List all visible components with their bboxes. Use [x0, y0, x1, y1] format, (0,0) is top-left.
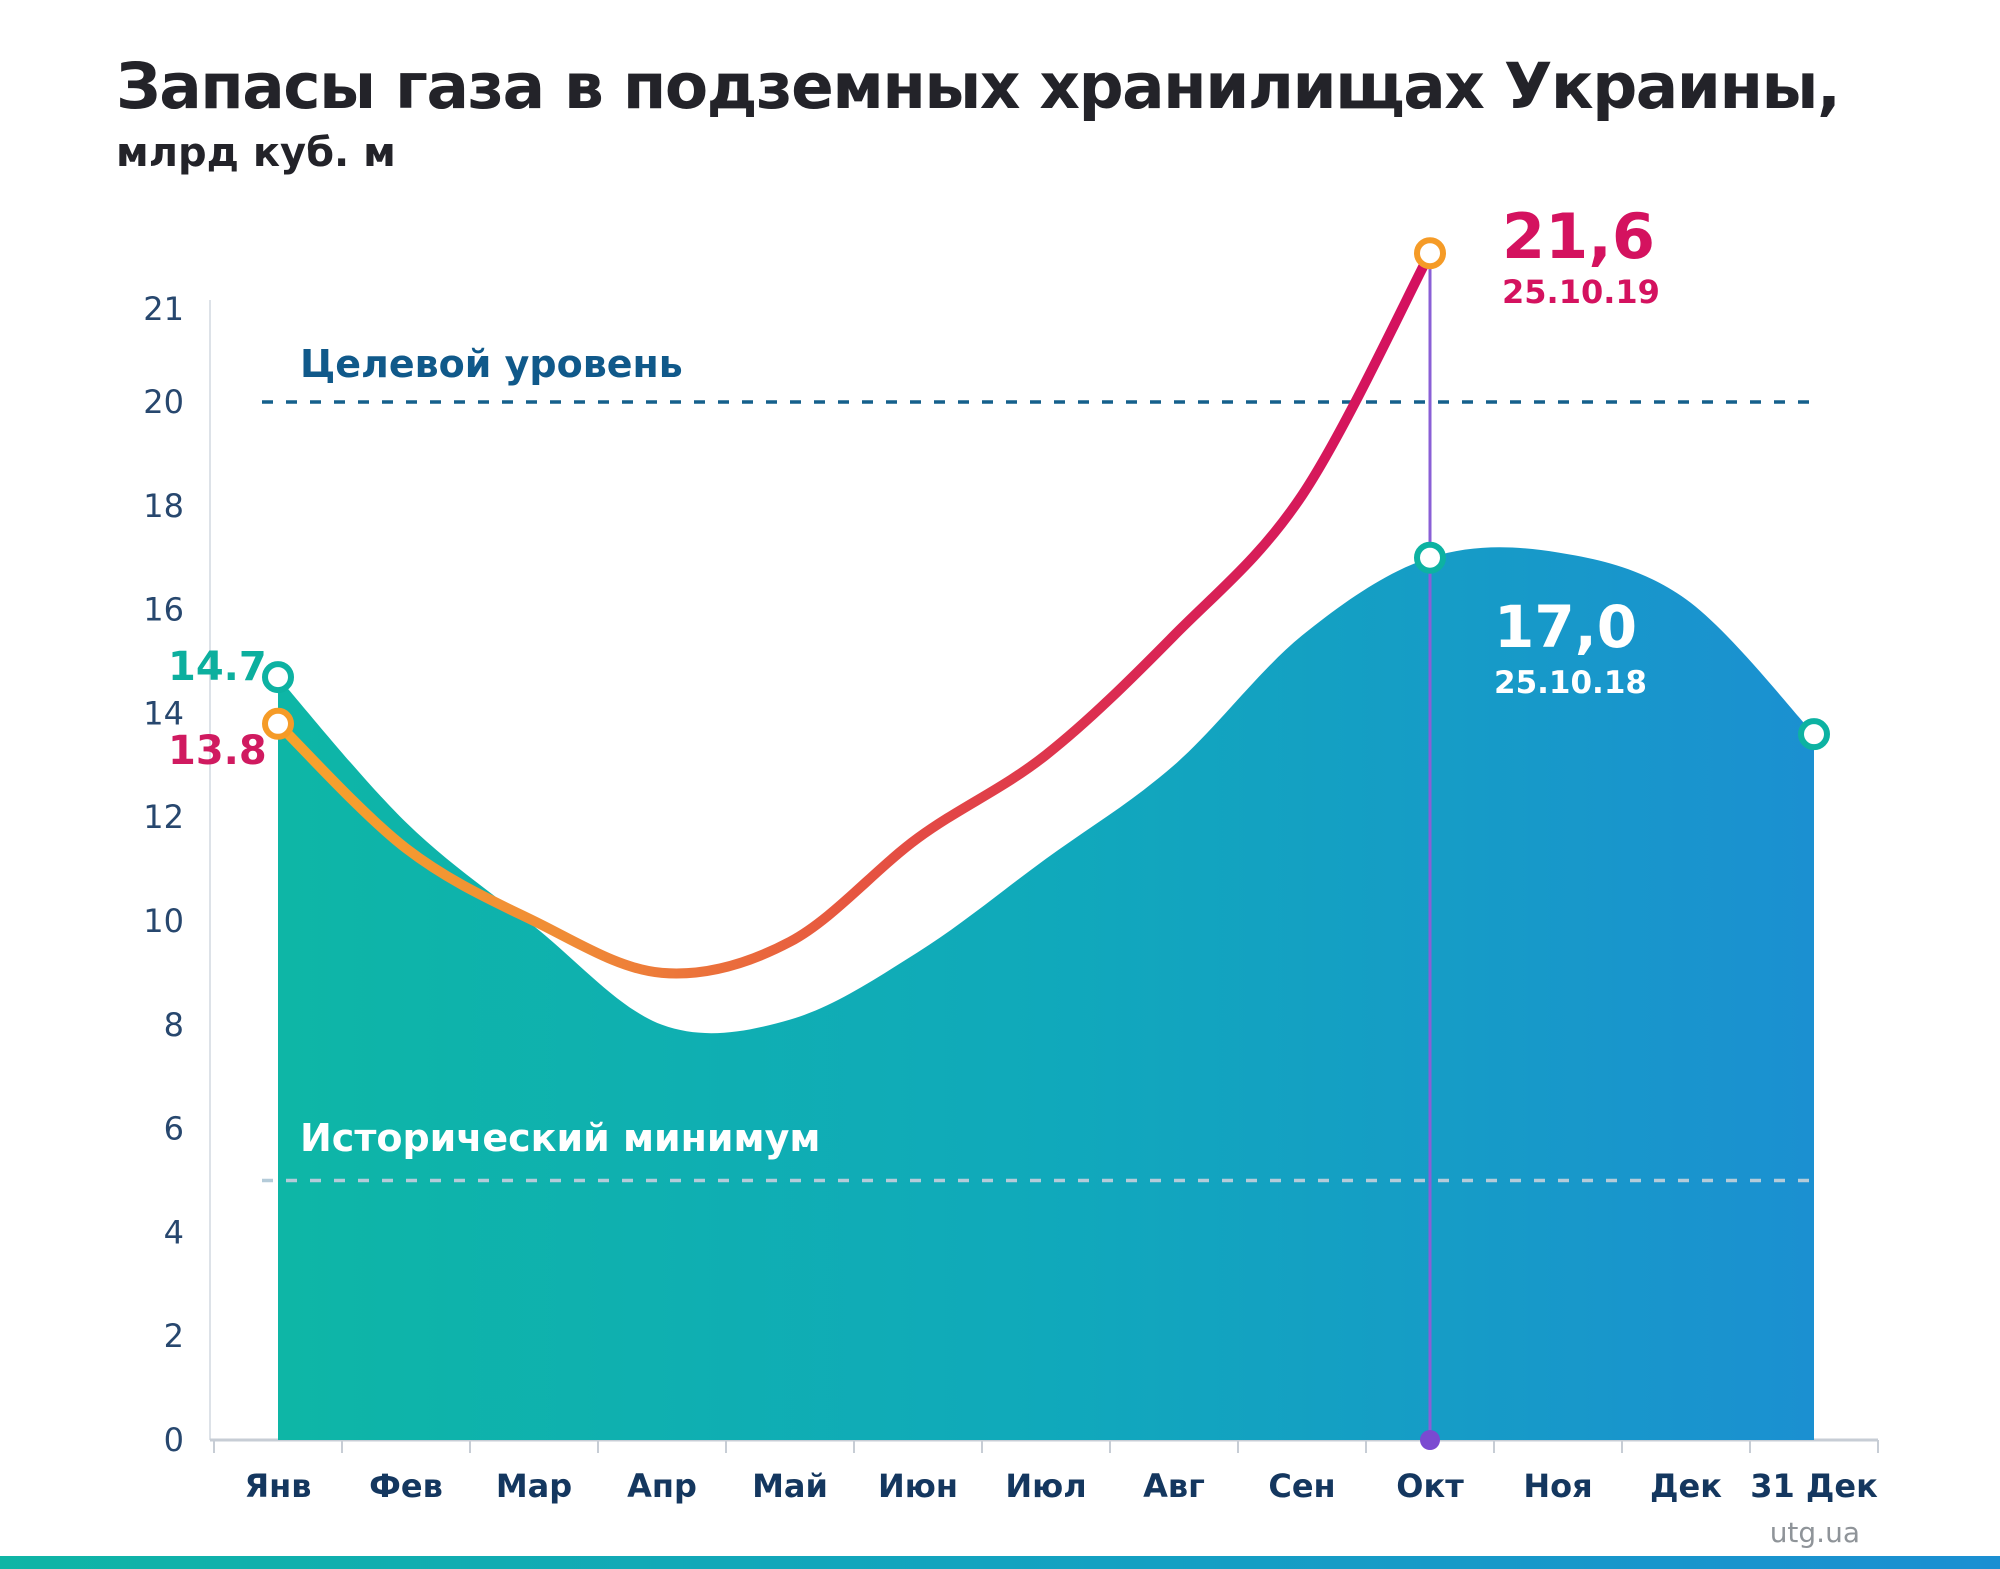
chart-header: Запасы газа в подземных хранилищах Украи…	[116, 50, 1841, 176]
y-axis-label: 10	[143, 902, 184, 940]
axis-dot	[1420, 1430, 1440, 1450]
y-axis-label: 16	[143, 591, 184, 629]
y-axis-label: 0	[164, 1421, 184, 1459]
x-axis-label: Авг	[1143, 1467, 1205, 1505]
x-axis-label: Мар	[496, 1467, 572, 1505]
y-axis-label: 12	[143, 798, 184, 836]
x-axis-label: Сен	[1268, 1467, 1335, 1505]
x-axis-label: 31 Дек	[1750, 1467, 1878, 1505]
data-point-marker	[262, 707, 294, 740]
x-axis-label: Ноя	[1523, 1467, 1592, 1505]
credit-link[interactable]: utg.ua	[1769, 1516, 1860, 1549]
x-axis-label: Май	[752, 1467, 828, 1505]
chart-title: Запасы газа в подземных хранилищах Украи…	[116, 50, 1841, 123]
chart-subtitle: млрд куб. м	[116, 129, 396, 176]
y-axis-label: 2	[164, 1317, 184, 1355]
bottom-gradient-bar	[0, 1556, 2000, 1569]
x-axis-label: Июл	[1005, 1467, 1086, 1505]
x-axis-label: Янв	[245, 1467, 312, 1505]
x-axis-label: Дек	[1650, 1467, 1722, 1505]
area-series-2018	[278, 547, 1814, 1440]
y-axis-label: 4	[164, 1213, 184, 1251]
line-series-2019	[273, 248, 1435, 979]
x-axis-label: Апр	[627, 1467, 697, 1505]
data-point-marker	[262, 661, 294, 694]
data-point-marker	[1414, 237, 1446, 270]
y-axis-label: 21	[143, 290, 184, 328]
x-axis-label: Июн	[878, 1467, 958, 1505]
data-point-marker	[1798, 718, 1830, 751]
y-axis-label: 6	[164, 1110, 184, 1148]
y-axis-label: 20	[143, 383, 184, 421]
x-axis-label: Окт	[1396, 1467, 1464, 1505]
data-point-marker	[1414, 541, 1446, 574]
y-axis-label: 14	[143, 694, 184, 732]
y-axis-label: 18	[143, 487, 184, 525]
y-axis-label: 8	[164, 1006, 184, 1044]
x-axis-label: Фев	[369, 1467, 443, 1505]
